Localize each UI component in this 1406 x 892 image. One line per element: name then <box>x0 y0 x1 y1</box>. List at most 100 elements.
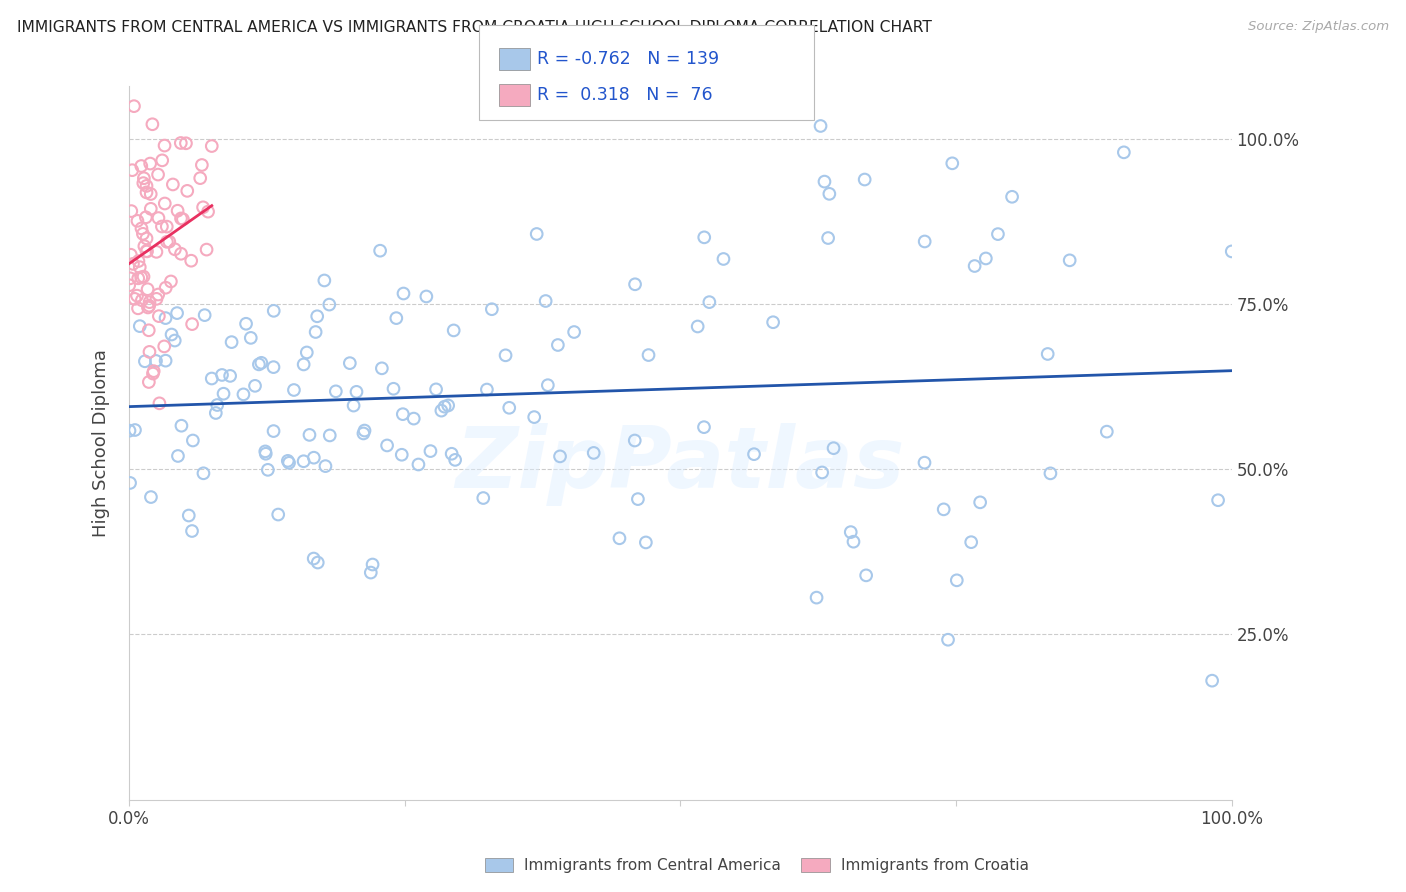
Point <box>121 163 143 178</box>
Point <box>139 156 162 170</box>
Text: Immigrants from Croatia: Immigrants from Croatia <box>841 858 1029 872</box>
Point <box>627 492 650 507</box>
Point <box>742 447 765 461</box>
Point <box>342 399 364 413</box>
Point <box>314 273 336 287</box>
Point <box>118 278 141 293</box>
Text: ZipPatlas: ZipPatlas <box>456 423 905 506</box>
Point <box>221 335 243 350</box>
Point <box>197 204 219 219</box>
Point <box>145 244 167 259</box>
Point <box>437 399 460 413</box>
Point <box>526 227 548 241</box>
Point <box>278 456 301 470</box>
Point <box>138 295 160 310</box>
Point <box>167 449 190 463</box>
Point <box>128 319 150 334</box>
Point <box>138 323 160 337</box>
Point <box>122 257 145 271</box>
Point <box>385 311 408 326</box>
Point <box>425 383 447 397</box>
Point <box>475 383 498 397</box>
Text: Source: ZipAtlas.com: Source: ZipAtlas.com <box>1249 20 1389 33</box>
Point <box>472 491 495 505</box>
Point <box>1112 145 1135 160</box>
Point <box>194 308 217 322</box>
Point <box>813 175 835 189</box>
Point <box>440 447 463 461</box>
Point <box>817 231 839 245</box>
Point <box>914 456 936 470</box>
Point <box>624 277 647 292</box>
Point <box>155 311 177 326</box>
Point <box>855 568 877 582</box>
Point <box>932 502 955 516</box>
Point <box>132 227 155 241</box>
Point <box>181 434 204 448</box>
Point <box>145 292 167 306</box>
Point <box>693 420 716 434</box>
Point <box>148 211 170 225</box>
Point <box>163 334 186 348</box>
Point <box>547 338 569 352</box>
Point <box>1036 347 1059 361</box>
Point <box>318 297 340 311</box>
Point <box>150 219 173 234</box>
Point <box>235 317 257 331</box>
Point <box>375 438 398 452</box>
Point <box>146 168 169 182</box>
Point <box>134 354 156 368</box>
Point <box>941 156 963 170</box>
Point <box>191 158 214 172</box>
Point <box>155 281 177 295</box>
Text: Immigrants from Central America: Immigrants from Central America <box>524 858 782 872</box>
Point <box>135 244 157 259</box>
Point <box>239 331 262 345</box>
Point <box>156 235 179 249</box>
Point <box>298 428 321 442</box>
Point <box>263 360 285 375</box>
Point <box>292 454 315 468</box>
Point <box>963 259 986 273</box>
Point <box>1095 425 1118 439</box>
Point <box>170 246 193 260</box>
Point <box>346 384 368 399</box>
Point <box>134 239 156 253</box>
Point <box>382 382 405 396</box>
Point <box>120 248 142 262</box>
Point <box>433 400 456 414</box>
Point <box>267 508 290 522</box>
Point <box>127 214 149 228</box>
Point <box>637 348 659 362</box>
Point <box>136 301 159 315</box>
Point <box>138 299 160 313</box>
Point <box>129 270 152 285</box>
Point <box>201 139 224 153</box>
Point <box>842 534 865 549</box>
Point <box>325 384 347 399</box>
Point <box>302 551 325 566</box>
Y-axis label: High School Diploma: High School Diploma <box>93 349 110 537</box>
Point <box>360 566 382 580</box>
Point <box>157 235 180 249</box>
Point <box>120 475 142 490</box>
Point <box>131 293 153 308</box>
Point <box>205 398 228 412</box>
Point <box>277 454 299 468</box>
Point <box>170 418 193 433</box>
Point <box>810 119 832 133</box>
Point <box>371 361 394 376</box>
Point <box>155 353 177 368</box>
Point <box>537 378 560 392</box>
Point <box>302 450 325 465</box>
Text: R =  0.318   N =  76: R = 0.318 N = 76 <box>537 86 713 104</box>
Point <box>1059 253 1081 268</box>
Point <box>135 211 157 225</box>
Point <box>138 375 160 389</box>
Point <box>139 202 162 216</box>
Point <box>419 444 441 458</box>
Point <box>562 325 585 339</box>
Point <box>193 467 215 481</box>
Point <box>713 252 735 266</box>
Point <box>201 371 224 385</box>
